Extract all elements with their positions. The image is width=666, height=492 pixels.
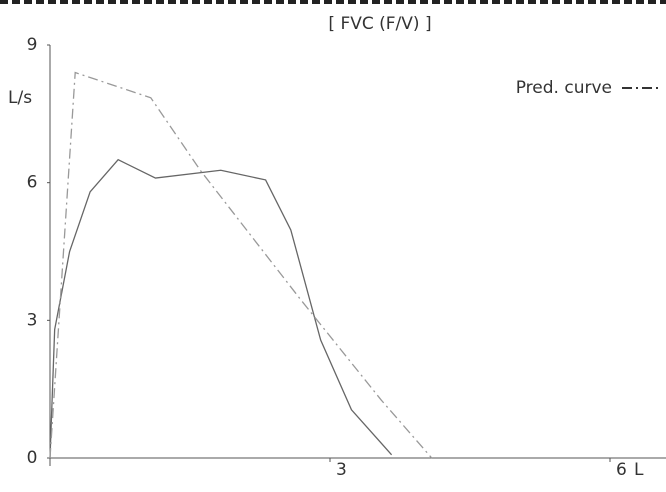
series-line: [49, 71, 433, 459]
y-tick-label: 6: [27, 173, 38, 193]
y-tick-label: 9: [27, 35, 38, 55]
y-tick-label: 3: [27, 310, 38, 330]
series-line: [49, 158, 393, 459]
chart-title: [ FVC (F/V) ]: [328, 14, 431, 34]
legend-label: Pred. curve: [516, 78, 612, 98]
x-tick-label: 6: [616, 460, 627, 480]
y-axis-label: L/s: [8, 88, 32, 108]
x-axis-label: L: [634, 460, 644, 480]
x-tick-label: 3: [336, 460, 347, 480]
y-tick-label: 0: [27, 448, 38, 468]
